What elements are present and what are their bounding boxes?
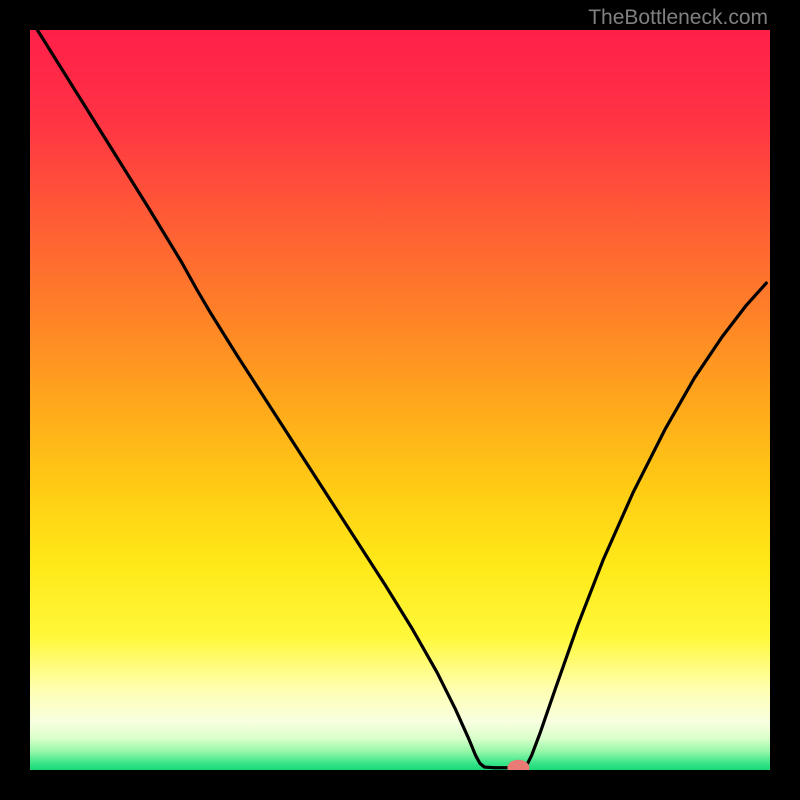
gradient-background xyxy=(30,30,770,770)
watermark-text: TheBottleneck.com xyxy=(588,6,768,30)
bottleneck-chart xyxy=(30,30,770,770)
